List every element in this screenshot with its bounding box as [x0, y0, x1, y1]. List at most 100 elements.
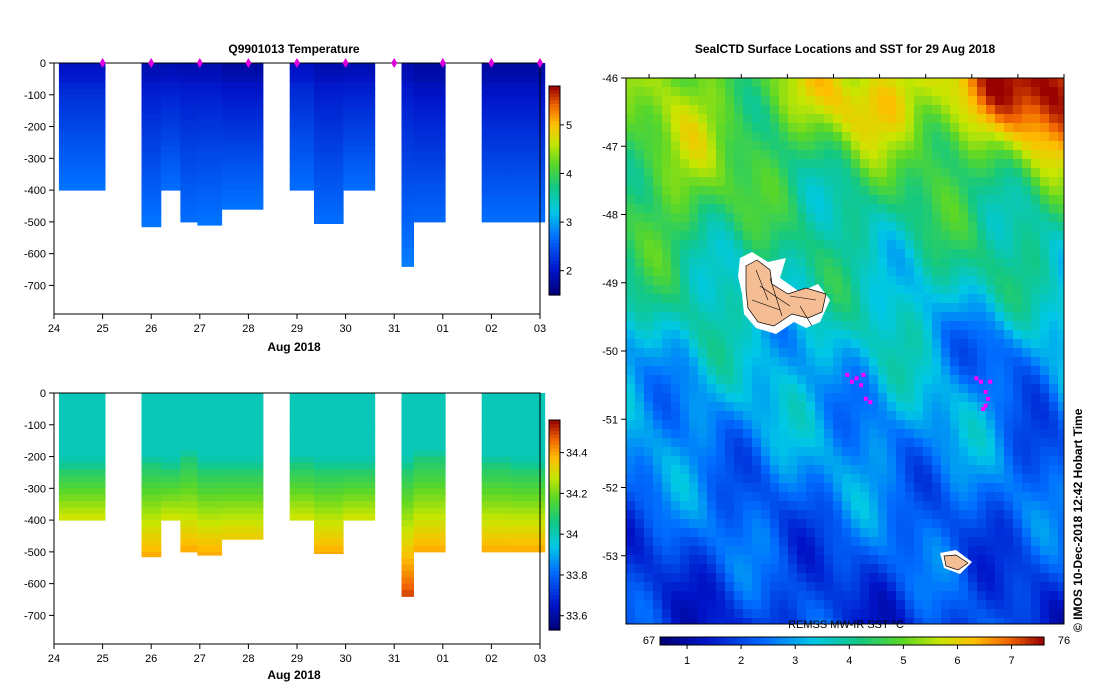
sst-cell [626, 420, 636, 430]
sst-cell [878, 564, 888, 574]
sst-cell [797, 204, 807, 214]
sst-cell [959, 609, 969, 619]
sst-cell [941, 429, 951, 439]
sst-cell [1013, 618, 1023, 624]
sst-cell [923, 519, 933, 529]
sst-cell [680, 168, 690, 178]
sst-cell [698, 240, 708, 250]
sst-cell [806, 348, 816, 358]
colorbar-segment [549, 577, 560, 582]
sst-cell [779, 222, 789, 232]
sst-cell [671, 240, 681, 250]
sst-cell [896, 96, 906, 106]
sst-cell [986, 195, 996, 205]
sst-cell [977, 159, 987, 169]
sst-cell [869, 249, 879, 259]
profile-cell [343, 482, 376, 489]
colorbar-segment [866, 637, 872, 645]
profile-cell [141, 215, 162, 223]
sst-cell [653, 600, 663, 610]
sst-cell [959, 105, 969, 115]
sst-cell [635, 510, 645, 520]
sst-cell [851, 87, 861, 97]
sst-cell [743, 600, 753, 610]
colorbar-segment [1029, 637, 1035, 645]
sst-cell [680, 132, 690, 142]
sst-cell [860, 285, 870, 295]
sst-cell [680, 600, 690, 610]
sst-cell [689, 348, 699, 358]
sst-cell [662, 375, 672, 385]
sst-cell [770, 555, 780, 565]
sst-cell [842, 555, 852, 565]
sst-cell [644, 204, 654, 214]
sst-cell [986, 258, 996, 268]
profile-cell [160, 69, 181, 77]
sst-cell [869, 105, 879, 115]
x-tick-label: 31 [388, 323, 400, 335]
profile-cell [413, 507, 446, 515]
sst-cell [797, 438, 807, 448]
sst-cell [842, 105, 852, 115]
sst-cell [725, 231, 735, 241]
sst-cell [932, 420, 942, 430]
sst-cell [1040, 474, 1050, 484]
sst-cell [941, 366, 951, 376]
sst-cell [887, 474, 897, 484]
sst-cell [707, 321, 717, 331]
sst-cell [950, 141, 960, 151]
sst-cell [977, 492, 987, 502]
sst-cell [716, 141, 726, 151]
profile-cell [413, 209, 446, 217]
sst-cell [941, 591, 951, 601]
sst-cell [986, 339, 996, 349]
sst-cell [716, 510, 726, 520]
sst-cell [680, 366, 690, 376]
sst-cell [635, 420, 645, 430]
sst-cell [815, 375, 825, 385]
sst-cell [626, 339, 636, 349]
sst-cell [986, 528, 996, 538]
sst-cell [788, 573, 798, 583]
sst-cell [824, 384, 834, 394]
sst-cell [797, 366, 807, 376]
sst-cell [833, 519, 843, 529]
sst-cell [995, 240, 1005, 250]
sst-cell [644, 276, 654, 286]
sst-cell [1058, 240, 1064, 250]
sst-cell [824, 267, 834, 277]
y-tick-label: -200 [24, 452, 46, 464]
profile-cell [314, 221, 344, 224]
sst-cell [707, 222, 717, 232]
sst-cell [887, 330, 897, 340]
sst-cell [842, 240, 852, 250]
sst-cell [680, 483, 690, 493]
profile-cell [221, 113, 264, 121]
sst-cell [752, 78, 762, 88]
profile-cell [180, 196, 198, 204]
sst-cell [635, 132, 645, 142]
profile-cell [289, 126, 315, 134]
sst-cell [833, 78, 843, 88]
sst-cell [752, 348, 762, 358]
profile-cell [314, 120, 344, 128]
profile-cell [510, 82, 546, 89]
sst-cell [905, 474, 915, 484]
sst-cell [761, 429, 771, 439]
sst-cell [734, 519, 744, 529]
sst-cell [995, 96, 1005, 106]
sst-cell [1004, 240, 1014, 250]
sst-cell [761, 240, 771, 250]
sst-cell [671, 546, 681, 556]
sst-cell [932, 195, 942, 205]
profile-cell [180, 456, 198, 464]
sst-cell [968, 528, 978, 538]
sst-cell [986, 555, 996, 565]
sst-cell [833, 600, 843, 610]
colorbar-segment [549, 479, 560, 484]
colorbar-segment [549, 507, 560, 512]
sst-cell [626, 402, 636, 412]
profile-cell [197, 152, 223, 159]
sst-cell [977, 213, 987, 223]
